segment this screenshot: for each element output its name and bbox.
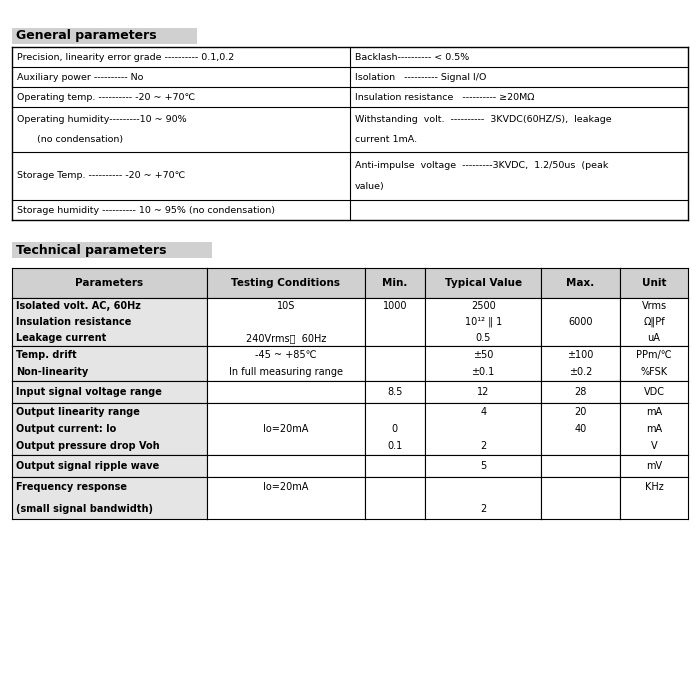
Text: Min.: Min. — [382, 278, 407, 288]
Text: VDC: VDC — [643, 387, 664, 397]
Text: 10S: 10S — [276, 301, 295, 311]
Text: Ω‖Pf: Ω‖Pf — [643, 317, 665, 328]
Text: -45 ~ +85℃: -45 ~ +85℃ — [255, 350, 316, 360]
Text: Isolation   ---------- Signal I/O: Isolation ---------- Signal I/O — [355, 73, 486, 81]
Text: Non-linearity: Non-linearity — [16, 368, 88, 377]
Text: current 1mA.: current 1mA. — [355, 135, 417, 144]
Text: mA: mA — [646, 424, 662, 434]
Text: 0.1: 0.1 — [387, 441, 402, 452]
Text: In full measuring range: In full measuring range — [229, 368, 343, 377]
Text: Parameters: Parameters — [76, 278, 144, 288]
Text: 10¹² ‖ 1: 10¹² ‖ 1 — [465, 317, 502, 328]
Text: Leakage current: Leakage current — [16, 333, 106, 343]
Text: Isolated volt. AC, 60Hz: Isolated volt. AC, 60Hz — [16, 301, 141, 311]
Text: Anti-impulse  voltage  ---------3KVDC,  1.2/50us  (peak: Anti-impulse voltage ---------3KVDC, 1.2… — [355, 161, 608, 170]
Text: 0.5: 0.5 — [475, 333, 491, 343]
Text: 2500: 2500 — [471, 301, 496, 311]
Text: Auxiliary power ---------- No: Auxiliary power ---------- No — [17, 73, 144, 81]
Text: Io=20mA: Io=20mA — [263, 482, 309, 493]
Text: Operating humidity---------10 ~ 90%: Operating humidity---------10 ~ 90% — [17, 115, 187, 124]
Text: 2: 2 — [480, 441, 486, 452]
Text: mV: mV — [646, 461, 662, 471]
Text: General parameters: General parameters — [16, 29, 157, 43]
Text: 28: 28 — [575, 387, 587, 397]
Text: ±100: ±100 — [568, 350, 594, 360]
Text: 240Vrms，  60Hz: 240Vrms， 60Hz — [246, 333, 326, 343]
Text: Operating temp. ---------- -20 ~ +70℃: Operating temp. ---------- -20 ~ +70℃ — [17, 92, 195, 102]
Text: (small signal bandwidth): (small signal bandwidth) — [16, 503, 153, 514]
Text: 12: 12 — [477, 387, 489, 397]
Text: 20: 20 — [575, 407, 587, 416]
Text: 4: 4 — [480, 407, 486, 416]
Text: PPm/℃: PPm/℃ — [636, 350, 672, 360]
Text: Precision, linearity error grade ---------- 0.1,0.2: Precision, linearity error grade -------… — [17, 52, 234, 62]
Text: 2: 2 — [480, 503, 486, 514]
Text: Storage Temp. ---------- -20 ~ +70℃: Storage Temp. ---------- -20 ~ +70℃ — [17, 172, 186, 181]
Text: Io=20mA: Io=20mA — [263, 424, 309, 434]
Text: %FSK: %FSK — [640, 368, 668, 377]
Text: KHz: KHz — [645, 482, 664, 493]
Text: Insulation resistance   ---------- ≥20MΩ: Insulation resistance ---------- ≥20MΩ — [355, 92, 535, 102]
Text: ±0.2: ±0.2 — [569, 368, 592, 377]
Text: Input signal voltage range: Input signal voltage range — [16, 387, 162, 397]
Text: Output pressure drop Voh: Output pressure drop Voh — [16, 441, 160, 452]
Text: Typical Value: Typical Value — [444, 278, 522, 288]
Text: Temp. drift: Temp. drift — [16, 350, 76, 360]
Text: V: V — [651, 441, 657, 452]
Text: 8.5: 8.5 — [387, 387, 402, 397]
Text: Technical parameters: Technical parameters — [16, 244, 167, 256]
Text: ±50: ±50 — [473, 350, 494, 360]
Text: Output current: Io: Output current: Io — [16, 424, 116, 434]
Text: 5: 5 — [480, 461, 486, 471]
Text: value): value) — [355, 182, 385, 191]
Text: Backlash---------- < 0.5%: Backlash---------- < 0.5% — [355, 52, 469, 62]
Text: Output signal ripple wave: Output signal ripple wave — [16, 461, 160, 471]
Text: Unit: Unit — [642, 278, 666, 288]
Text: 0: 0 — [392, 424, 398, 434]
Text: Withstanding  volt.  ----------  3KVDC(60HZ/S),  leakage: Withstanding volt. ---------- 3KVDC(60HZ… — [355, 115, 612, 124]
Text: Insulation resistance: Insulation resistance — [16, 317, 132, 327]
Text: Vrms: Vrms — [641, 301, 666, 311]
Text: Storage humidity ---------- 10 ~ 95% (no condensation): Storage humidity ---------- 10 ~ 95% (no… — [17, 206, 275, 214]
Text: 40: 40 — [575, 424, 587, 434]
Text: Frequency response: Frequency response — [16, 482, 127, 493]
Text: Max.: Max. — [566, 278, 595, 288]
Text: ±0.1: ±0.1 — [472, 368, 495, 377]
Text: Testing Conditions: Testing Conditions — [231, 278, 340, 288]
Text: 6000: 6000 — [568, 317, 593, 327]
Text: 1000: 1000 — [382, 301, 407, 311]
Text: mA: mA — [646, 407, 662, 416]
Text: Output linearity range: Output linearity range — [16, 407, 140, 416]
Text: uA: uA — [648, 333, 660, 343]
Text: (no condensation): (no condensation) — [37, 135, 123, 144]
